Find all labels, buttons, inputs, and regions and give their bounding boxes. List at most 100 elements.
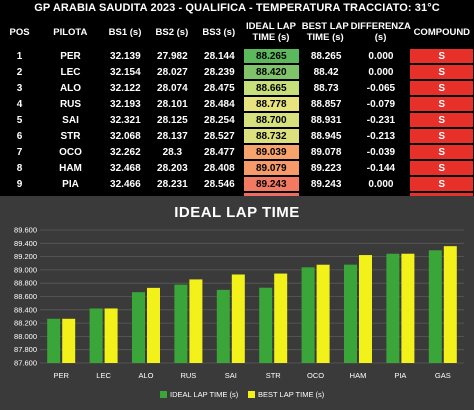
table-row: 1 PER 32.139 27.982 28.144 88.265 88.265 0.000 S bbox=[0, 48, 474, 64]
row-bs1: 32.466 bbox=[110, 178, 141, 190]
row-bs1: 32.193 bbox=[110, 98, 141, 110]
x-category-label: HAM bbox=[350, 371, 367, 380]
table-row: 9 PIA 32.466 28.231 28.546 89.243 89.243 0.000 S bbox=[0, 176, 474, 192]
x-category-label: PIA bbox=[394, 371, 406, 380]
row-best: 88.945 bbox=[310, 130, 342, 142]
col-header-bs1: BS1 (s) bbox=[108, 26, 142, 38]
row-bs3: 28.475 bbox=[204, 82, 235, 94]
row-diff: -0.213 bbox=[366, 130, 396, 142]
row-diff: 0.000 bbox=[368, 66, 394, 78]
row-compound: S bbox=[409, 112, 474, 128]
row-bs3: 28.527 bbox=[204, 130, 235, 142]
ideal-bar bbox=[259, 287, 273, 363]
table-row: 2 LEC 32.154 28.027 28.239 88.420 88.42 0.000 S bbox=[0, 64, 474, 80]
chart-svg: IDEAL LAP TIME 87.60087.80088.00088.2008… bbox=[14, 204, 464, 399]
row-compound: S bbox=[409, 128, 474, 144]
table-grid: POS PILOTA BS1 (s) BS2 (s) BS3 (s) IDEAL… bbox=[0, 16, 474, 208]
x-category-label: RUS bbox=[180, 371, 196, 380]
row-bs2: 28.231 bbox=[157, 178, 188, 190]
row-compound: S bbox=[409, 144, 474, 160]
y-tick-label: 89.200 bbox=[14, 252, 37, 261]
row-bs1: 32.122 bbox=[110, 82, 141, 94]
y-tick-label: 89.400 bbox=[14, 239, 37, 248]
y-tick-label: 88.000 bbox=[14, 332, 37, 341]
row-ideal: 88.778 bbox=[242, 96, 300, 112]
row-bs1: 32.068 bbox=[110, 130, 141, 142]
best-bar bbox=[62, 318, 76, 363]
qualifying-table: GP ARABIA SAUDITA 2023 - QUALIFICA - TEM… bbox=[0, 0, 474, 208]
col-header-bs2: BS2 (s) bbox=[155, 26, 189, 38]
row-diff: 0.000 bbox=[368, 50, 394, 62]
row-compound: S bbox=[409, 96, 474, 112]
row-pos: 1 bbox=[16, 50, 23, 62]
row-pilota: LEC bbox=[60, 66, 81, 78]
best-bar bbox=[401, 253, 415, 363]
table-row: 7 OCO 32.262 28.3 28.477 89.039 89.078 -0.039 S bbox=[0, 144, 474, 160]
row-bs2: 28.137 bbox=[157, 130, 188, 142]
row-pos: 7 bbox=[16, 146, 23, 158]
y-tick-label: 88.400 bbox=[14, 305, 37, 314]
col-header-bs3: BS3 (s) bbox=[202, 26, 236, 38]
table-row: 8 HAM 32.468 28.203 28.408 89.079 89.223 -0.144… bbox=[0, 160, 474, 176]
table-row: 4 RUS 32.193 28.101 28.484 88.778 88.857 -0.079… bbox=[0, 96, 474, 112]
row-bs1: 32.139 bbox=[110, 50, 141, 62]
x-category-label: OCO bbox=[307, 371, 324, 380]
col-header-pos: POS bbox=[9, 26, 30, 38]
row-diff: -0.231 bbox=[366, 114, 396, 126]
row-bs2: 28.203 bbox=[157, 162, 188, 174]
best-bar bbox=[147, 287, 160, 363]
ideal-bar bbox=[174, 284, 188, 363]
table-title-text: GP ARABIA SAUDITA 2023 - QUALIFICA - TEM… bbox=[34, 2, 440, 14]
row-bs3: 28.144 bbox=[204, 50, 235, 62]
row-best: 89.223 bbox=[310, 162, 342, 174]
row-bs1: 32.468 bbox=[110, 162, 141, 174]
y-tick-label: 88.600 bbox=[14, 292, 37, 301]
row-bs3: 28.408 bbox=[204, 162, 235, 174]
best-bar bbox=[316, 264, 330, 363]
col-header-pilota: PILOTA bbox=[53, 26, 88, 38]
col-header-ideal: IDEAL LAP TIME (s) bbox=[242, 16, 299, 48]
y-tick-label: 89.600 bbox=[14, 226, 37, 235]
chart-bars bbox=[47, 246, 457, 363]
row-ideal: 89.039 bbox=[242, 144, 300, 160]
row-diff: -0.144 bbox=[366, 162, 396, 174]
row-bs1: 32.262 bbox=[110, 146, 141, 158]
row-pos: 4 bbox=[16, 98, 23, 110]
ideal-bar bbox=[344, 264, 357, 363]
row-ideal: 88.420 bbox=[242, 64, 300, 80]
row-best: 88.931 bbox=[310, 114, 342, 126]
table-header-row: POS PILOTA BS1 (s) BS2 (s) BS3 (s) IDEAL… bbox=[0, 16, 474, 48]
row-bs2: 28.125 bbox=[157, 114, 188, 126]
x-category-label: GAS bbox=[435, 371, 451, 380]
row-diff: -0.039 bbox=[366, 146, 396, 158]
row-bs2: 28.074 bbox=[157, 82, 188, 94]
row-compound: S bbox=[409, 160, 474, 176]
row-compound: S bbox=[409, 80, 474, 96]
row-pos: 3 bbox=[16, 82, 23, 94]
table-row: 5 SAI 32.321 28.125 28.254 88.700 88.931 -0.231… bbox=[0, 112, 474, 128]
ideal-bar bbox=[301, 267, 315, 363]
best-bar bbox=[104, 308, 118, 363]
ideal-bar bbox=[132, 292, 145, 363]
chart-y-ticks: 87.600 87.800 88.000 88.200 88.400 88.600 88.8… bbox=[14, 226, 37, 368]
row-pilota: SAI bbox=[62, 114, 79, 126]
row-bs1: 32.321 bbox=[110, 114, 141, 126]
row-pilota: STR bbox=[60, 130, 81, 142]
row-bs3: 28.254 bbox=[204, 114, 235, 126]
chart-gridlines bbox=[40, 229, 464, 364]
row-diff: 0.000 bbox=[368, 178, 394, 190]
ideal-bar bbox=[386, 253, 400, 363]
best-bar bbox=[189, 279, 203, 363]
chart-title: IDEAL LAP TIME bbox=[174, 204, 300, 221]
row-best: 89.243 bbox=[310, 178, 342, 190]
row-bs3: 28.477 bbox=[204, 146, 235, 158]
row-ideal: 88.700 bbox=[242, 112, 300, 128]
row-bs3: 28.546 bbox=[204, 178, 235, 190]
col-header-diff: DIFFERENZA (s) bbox=[350, 21, 411, 43]
table-row: 6 STR 32.068 28.137 28.527 88.732 88.945 -0.213… bbox=[0, 128, 474, 144]
x-category-label: PER bbox=[53, 371, 69, 380]
row-diff: -0.065 bbox=[366, 82, 396, 94]
chart-categories: PER LEC ALO RUS SAI STR OCO HAM PIA GAS bbox=[53, 371, 450, 380]
row-bs3: 28.239 bbox=[204, 66, 235, 78]
row-pos: 5 bbox=[16, 114, 23, 126]
